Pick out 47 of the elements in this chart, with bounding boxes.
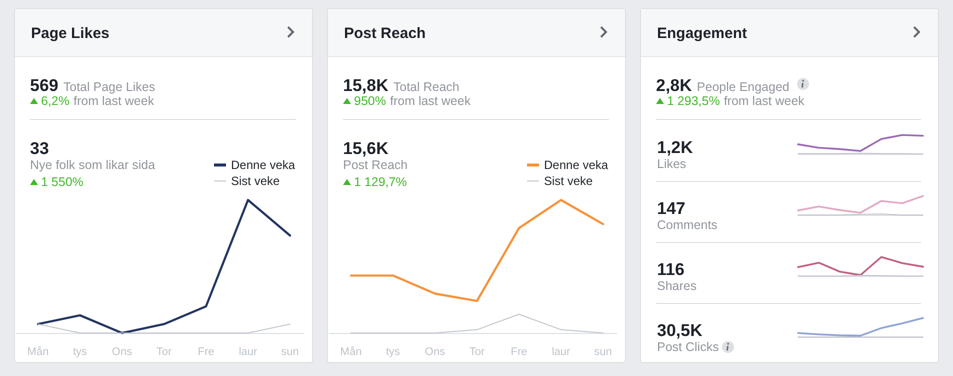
x-tick-label: tys xyxy=(386,346,401,358)
text: People Engaged xyxy=(696,80,790,94)
chart-title: Post Reach xyxy=(344,25,426,42)
legend-label: Sist veke xyxy=(544,174,594,188)
text: from last week xyxy=(724,94,806,108)
text: 30,5K xyxy=(657,321,704,340)
text: from last week xyxy=(390,94,472,108)
text: 15,8K xyxy=(343,76,390,95)
x-tick-label: Fre xyxy=(510,346,528,358)
text: Total Reach xyxy=(393,80,460,94)
x-tick-label: Fre xyxy=(198,346,214,358)
text: from last week xyxy=(74,94,155,108)
text: 147 xyxy=(657,199,686,218)
x-tick-label: sun xyxy=(594,346,612,358)
x-tick-label: Ons xyxy=(112,346,133,358)
legend-label: Denne veka xyxy=(544,158,608,172)
text: 1 129,7% xyxy=(354,175,407,189)
text: Nye folk som likar sida xyxy=(30,158,156,172)
text: 569 xyxy=(30,76,58,95)
x-tick-label: Mån xyxy=(340,346,362,358)
text: Engagement xyxy=(657,25,748,42)
text: Shares xyxy=(657,279,697,293)
x-tick-label: sun xyxy=(281,346,299,358)
x-tick-label: laur xyxy=(238,346,258,358)
x-tick-label: Mån xyxy=(27,346,49,358)
legend-label: Sist veke xyxy=(231,174,280,188)
x-tick-label: Tor xyxy=(469,346,485,358)
text: Post Reach xyxy=(343,158,408,172)
text: 116 xyxy=(657,260,684,279)
text: 2,8K xyxy=(656,76,693,95)
text: Post Clicks xyxy=(657,340,719,354)
legend-label: Denne veka xyxy=(231,158,296,172)
text: 1 550% xyxy=(41,175,84,189)
text: Comments xyxy=(657,218,718,232)
text: Likes xyxy=(657,157,686,171)
text: 950% xyxy=(354,94,386,108)
x-tick-label: laur xyxy=(552,346,571,358)
chart-title: Page Likes xyxy=(31,25,110,42)
x-tick-label: tys xyxy=(72,346,88,358)
text: 1,2K xyxy=(657,138,694,157)
text: 1 293,5% xyxy=(667,94,720,108)
text: 6,2% xyxy=(41,94,70,108)
x-tick-label: Ons xyxy=(424,346,446,358)
text: Total Page Likes xyxy=(63,80,156,94)
text: 33 xyxy=(30,139,49,158)
x-tick-label: Tor xyxy=(156,346,172,358)
text: 15,6K xyxy=(343,139,390,158)
